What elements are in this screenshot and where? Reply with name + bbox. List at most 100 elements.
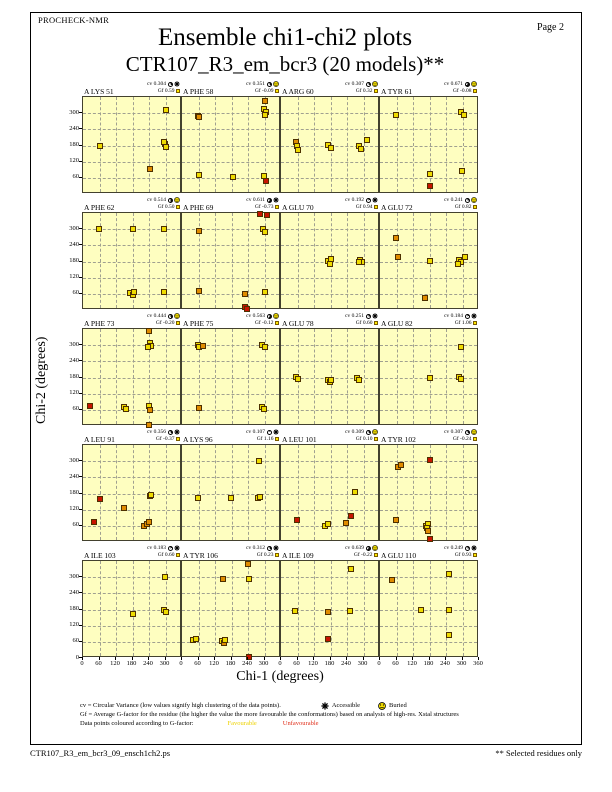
data-point — [426, 456, 433, 463]
gf-square-icon — [275, 89, 279, 93]
cv-label: cv 0.563 — [246, 313, 279, 319]
y-tick-label: 300 — [69, 456, 79, 464]
x-tick-label: 240 — [242, 660, 252, 667]
data-point — [446, 632, 453, 639]
data-point — [262, 177, 269, 184]
data-point — [161, 226, 168, 233]
gf-value: Gf 1.16 — [256, 436, 274, 442]
x-tick-mark — [82, 657, 83, 660]
data-point — [160, 139, 167, 146]
x-tick-mark — [164, 657, 166, 660]
cv-value: cv 0.183 — [147, 545, 166, 551]
data-point — [418, 606, 425, 613]
data-point — [193, 635, 200, 642]
cv-pie-icon — [266, 313, 272, 319]
data-point — [96, 142, 103, 149]
data-point — [347, 607, 354, 614]
cv-pie-icon — [167, 313, 173, 319]
chi-plot — [82, 328, 181, 429]
y-tick-mark — [79, 657, 82, 658]
data-point — [196, 172, 203, 179]
subplot-grid: A LYS 51 cv 0.304 Gf 0.59 60 120 180 240 300 A P… — [69, 81, 483, 667]
data-point — [389, 576, 396, 583]
y-tick-mark — [79, 576, 82, 578]
cv-value: cv 0.107 — [246, 429, 265, 435]
y-tick-label: 180 — [69, 489, 79, 496]
y-tick-label: 180 — [69, 141, 79, 148]
cv-pie-icon — [365, 197, 371, 203]
cv-pie-icon — [167, 81, 173, 87]
data-point — [462, 254, 469, 261]
cv-pie-icon — [266, 197, 272, 203]
gf-label: Gf -0.09 — [255, 88, 279, 94]
y-tick-mark — [79, 228, 82, 230]
x-tick-mark — [197, 657, 199, 660]
cv-label: cv 0.304 — [147, 81, 180, 87]
subplot-a-tyr-102: A TYR 102 cv 0.307 Gf -0.24 — [379, 429, 478, 542]
y-tick-mark — [79, 624, 82, 626]
subplot-a-leu-101: A LEU 101 cv 0.309 Gf 0.10 — [280, 429, 379, 541]
y-tick-label: 300 — [69, 224, 79, 232]
gf-value: Gf -0.20 — [155, 320, 175, 326]
gf-value: Gf 0.60 — [157, 552, 175, 558]
data-point — [261, 98, 268, 105]
cv-label: cv 0.241 — [444, 197, 477, 203]
data-point — [355, 259, 362, 266]
accessible-icon — [273, 197, 279, 203]
y-tick-mark — [79, 408, 82, 410]
gf-value: Gf -0.22 — [353, 552, 373, 558]
y-tick-mark — [79, 344, 82, 346]
data-point — [86, 402, 93, 409]
data-point — [458, 168, 465, 175]
gf-label: Gf -0.22 — [354, 552, 378, 558]
data-point — [244, 305, 251, 312]
subplot-header: A GLU 70 cv 0.192 Gf 0.94 — [280, 197, 379, 212]
data-point — [222, 637, 229, 644]
subplot-header: A LYS 51 cv 0.304 Gf 0.59 — [82, 81, 181, 96]
cv-value: cv 0.356 — [147, 429, 166, 435]
legend-favourable-label: Favourable — [227, 720, 257, 727]
subplot-a-arg-60: A ARG 60 cv 0.307 Gf 0.32 — [280, 81, 379, 193]
data-point — [227, 495, 234, 502]
data-point — [422, 294, 429, 301]
chi-plot — [379, 212, 478, 309]
buried-icon — [273, 81, 279, 87]
cv-pie-icon — [365, 429, 371, 435]
residue-label: A GLU 70 — [282, 203, 314, 212]
page-title: Ensemble chi1-chi2 plots — [157, 24, 413, 51]
y-tick-label: 60 — [72, 289, 80, 297]
y-tick-label: 240 — [69, 356, 79, 364]
gf-value: Gf -0.09 — [254, 88, 274, 94]
cv-pie-icon — [365, 545, 371, 551]
x-tick-label: 60 — [392, 660, 399, 667]
cv-pie-icon — [365, 81, 371, 87]
x-tick-mark — [329, 657, 331, 660]
data-point — [291, 607, 298, 614]
data-point — [261, 289, 268, 296]
buried-icon — [471, 197, 477, 203]
x-tick-mark — [445, 657, 446, 660]
y-tick-mark — [79, 292, 82, 294]
chi-plot — [82, 212, 181, 309]
y-tick-mark — [79, 640, 82, 642]
subplot-a-glu-78: A GLU 78 cv 0.251 Gf 0.60 — [280, 313, 379, 425]
cv-pie-icon — [464, 313, 470, 319]
chi-plot — [82, 444, 181, 541]
y-tick-mark — [79, 276, 82, 278]
data-point — [293, 517, 300, 524]
buried-icon — [273, 313, 279, 319]
subplot-header: A ARG 60 cv 0.307 Gf 0.32 — [280, 81, 379, 96]
gf-value: Gf 0.10 — [355, 436, 373, 442]
subplot-a-leu-91: A LEU 91 cv 0.356 Gf -0.37 60 120 180 240 300 — [69, 429, 181, 541]
data-point — [195, 288, 202, 295]
y-tick-mark — [79, 460, 82, 462]
legend-buried-label: Buried — [389, 702, 407, 709]
y-tick-mark — [79, 492, 82, 494]
cv-label: cv 0.107 — [246, 429, 279, 435]
x-tick-mark — [115, 657, 116, 660]
cv-label: cv 0.356 — [147, 429, 180, 435]
subplot-header: A PHE 75 cv 0.563 Gf -0.12 — [181, 313, 280, 328]
subplot-a-glu-70: A GLU 70 cv 0.192 Gf 0.94 — [280, 197, 379, 309]
data-point — [260, 405, 267, 412]
legend-cv-text: cv = Circular Variance (low values signi… — [80, 702, 281, 709]
